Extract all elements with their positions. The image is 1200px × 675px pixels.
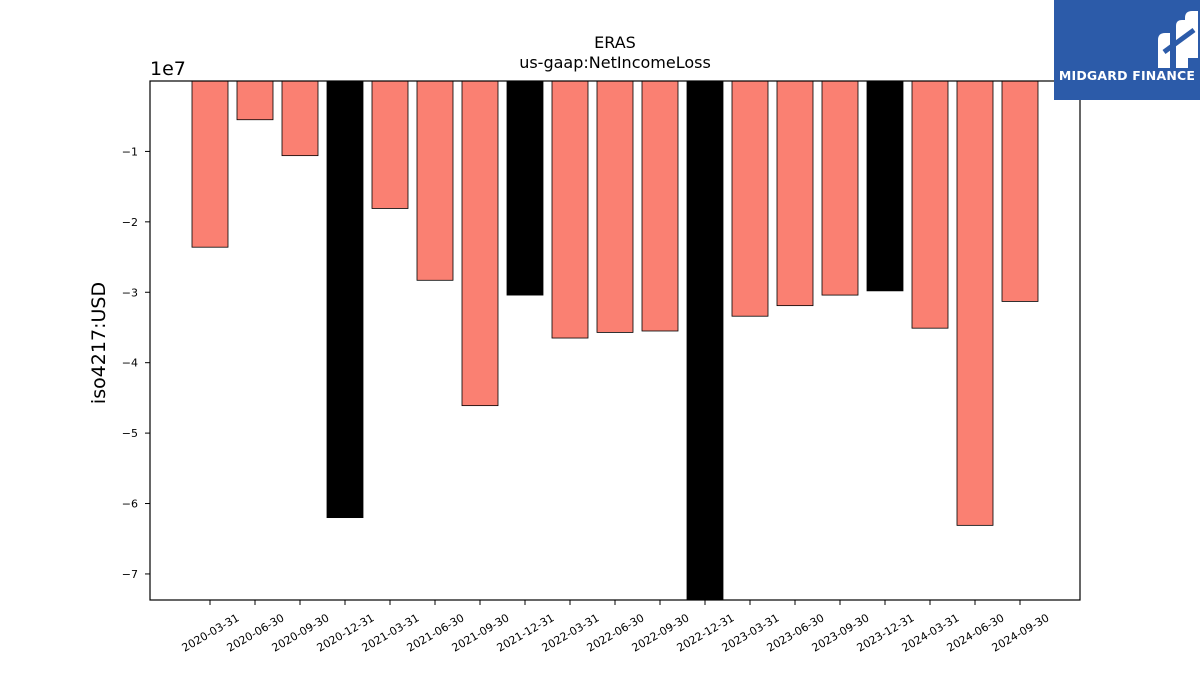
bar-2020-06-30 — [236, 80, 274, 121]
bar-2022-09-30 — [641, 80, 679, 332]
bar-2023-06-30 — [776, 80, 814, 307]
plot-frame — [149, 80, 1081, 601]
y-tick-label: −2 — [122, 216, 138, 229]
brand-logo: MIDGARD FINANCE — [1054, 0, 1200, 100]
bar-2022-03-31 — [551, 80, 589, 339]
bar-2023-09-30 — [821, 80, 859, 296]
y-offset-label: 1e7 — [150, 58, 186, 80]
y-tick-label: −5 — [122, 427, 138, 440]
bar-2021-03-31 — [371, 80, 409, 209]
brand-name: MIDGARD FINANCE — [1058, 68, 1196, 83]
y-tick-label: −4 — [122, 357, 138, 370]
chart-subtitle: us-gaap:NetIncomeLoss — [519, 53, 711, 72]
bar-2020-12-31 — [326, 80, 364, 519]
bar-2024-03-31 — [911, 80, 949, 329]
y-axis-label: iso4217:USD — [88, 282, 110, 404]
bar-2021-12-31 — [506, 80, 544, 296]
y-tick-label: −3 — [122, 286, 138, 299]
bar-2022-12-31 — [686, 80, 724, 601]
bar-2020-09-30 — [281, 80, 319, 157]
bar-2024-06-30 — [956, 80, 994, 526]
midgard-logo-icon — [1158, 11, 1198, 68]
bar-2023-12-31 — [866, 80, 904, 292]
bar-2024-09-30 — [1001, 80, 1039, 302]
bar-2021-09-30 — [461, 80, 499, 407]
bar-2022-06-30 — [596, 80, 634, 333]
bar-2021-06-30 — [416, 80, 454, 281]
y-tick-label: −7 — [122, 568, 138, 581]
bar-2023-03-31 — [731, 80, 769, 317]
chart-title: ERAS — [594, 33, 636, 52]
y-tick-label: −1 — [122, 145, 138, 158]
bar-2020-03-31 — [191, 80, 229, 248]
y-tick-label: −6 — [122, 498, 138, 511]
